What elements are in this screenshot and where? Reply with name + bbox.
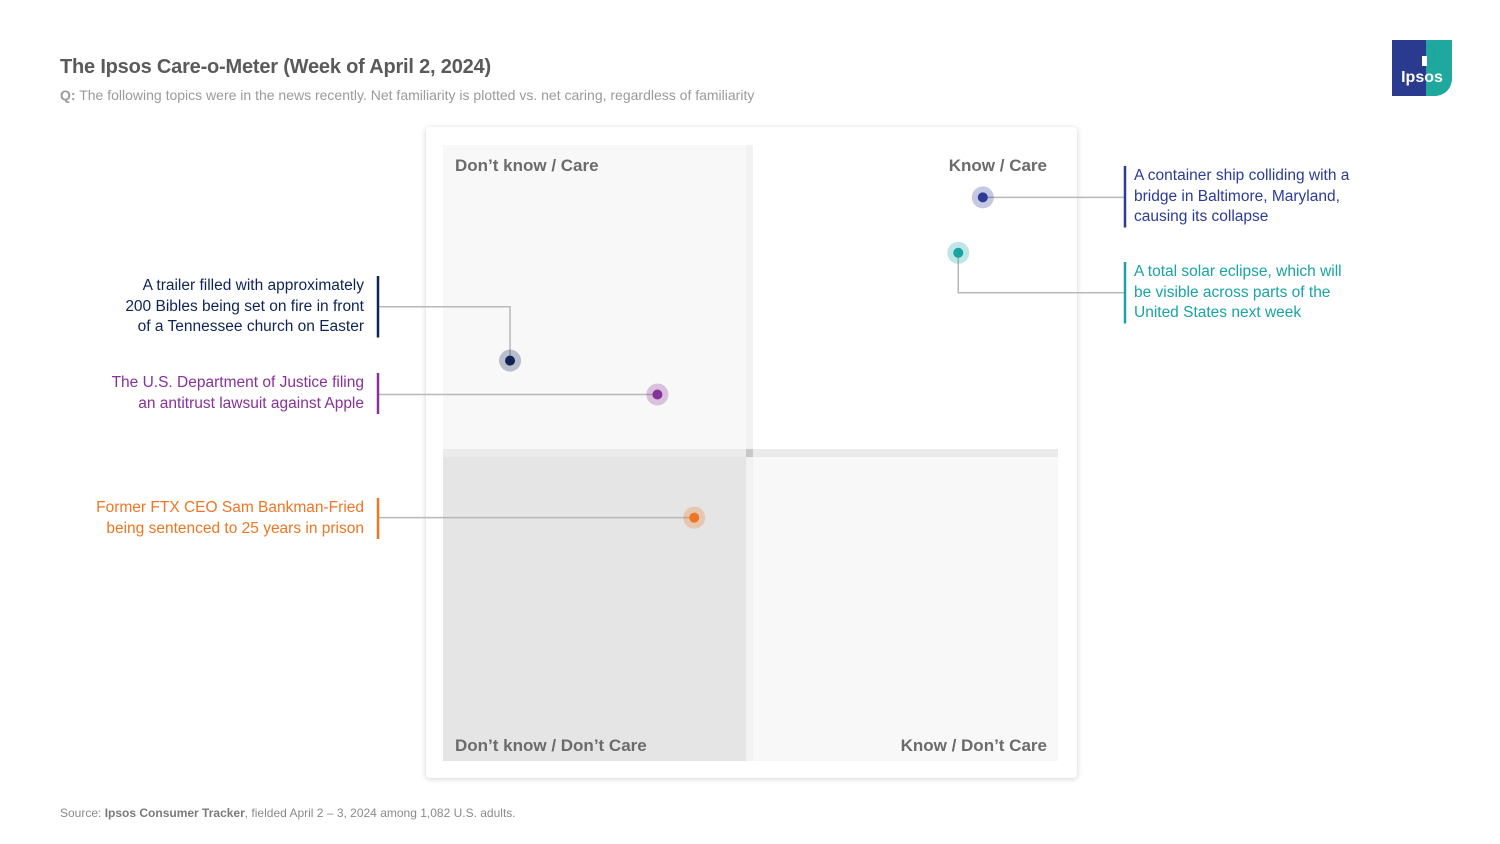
connector-line (957, 252, 1125, 294)
quadrant-know-dont-care (753, 457, 1058, 761)
quadrant-know-care (753, 145, 1058, 449)
origin-marker (746, 449, 753, 457)
quadrant-label-top-right: Know / Care (948, 156, 1047, 175)
ipsos-logo: Ipsos (1392, 40, 1452, 96)
ipsos-logo-icon (1392, 40, 1452, 96)
chart-subtitle: Q: The following topics were in the news… (60, 87, 754, 103)
data-point-label: Former FTX CEO Sam Bankman-Fried being se… (96, 499, 364, 537)
question-text: The following topics were in the news re… (79, 87, 755, 103)
data-point[interactable] (953, 247, 964, 258)
source-details: , fielded April 2 – 3, 2024 among 1,082 … (244, 806, 516, 820)
data-point-label: A total solar eclipse, which will be visi… (1134, 263, 1342, 321)
data-point-label: A trailer filled with approximately 200 B… (125, 277, 364, 335)
source-name: Ipsos Consumer Tracker (104, 806, 245, 820)
source-note: Source: Ipsos Consumer Tracker, fielded … (60, 806, 516, 820)
connector-line (378, 306, 511, 361)
quadrant-label-top-left: Don’t know / Care (455, 156, 599, 175)
quadrant-label-bottom-right: Know / Don’t Care (900, 736, 1047, 755)
source-prefix: Source: (60, 806, 105, 820)
data-point[interactable] (977, 192, 988, 203)
chart-title: The Ipsos Care-o-Meter (Week of April 2,… (60, 56, 491, 78)
data-point-label: A container ship colliding with a bridge … (1134, 167, 1350, 225)
quadrant-dont-know-dont-care (443, 457, 746, 761)
data-point-label: The U.S. Department of Justice filing an … (111, 374, 364, 412)
data-point[interactable] (652, 389, 663, 400)
logo-text: Ipsos (1401, 69, 1443, 86)
data-point[interactable] (505, 355, 516, 366)
quadrant-label-bottom-left: Don’t know / Don’t Care (455, 736, 647, 755)
data-point[interactable] (689, 512, 700, 523)
question-prefix: Q: (60, 87, 76, 103)
quadrant-dont-know-care (443, 145, 746, 449)
